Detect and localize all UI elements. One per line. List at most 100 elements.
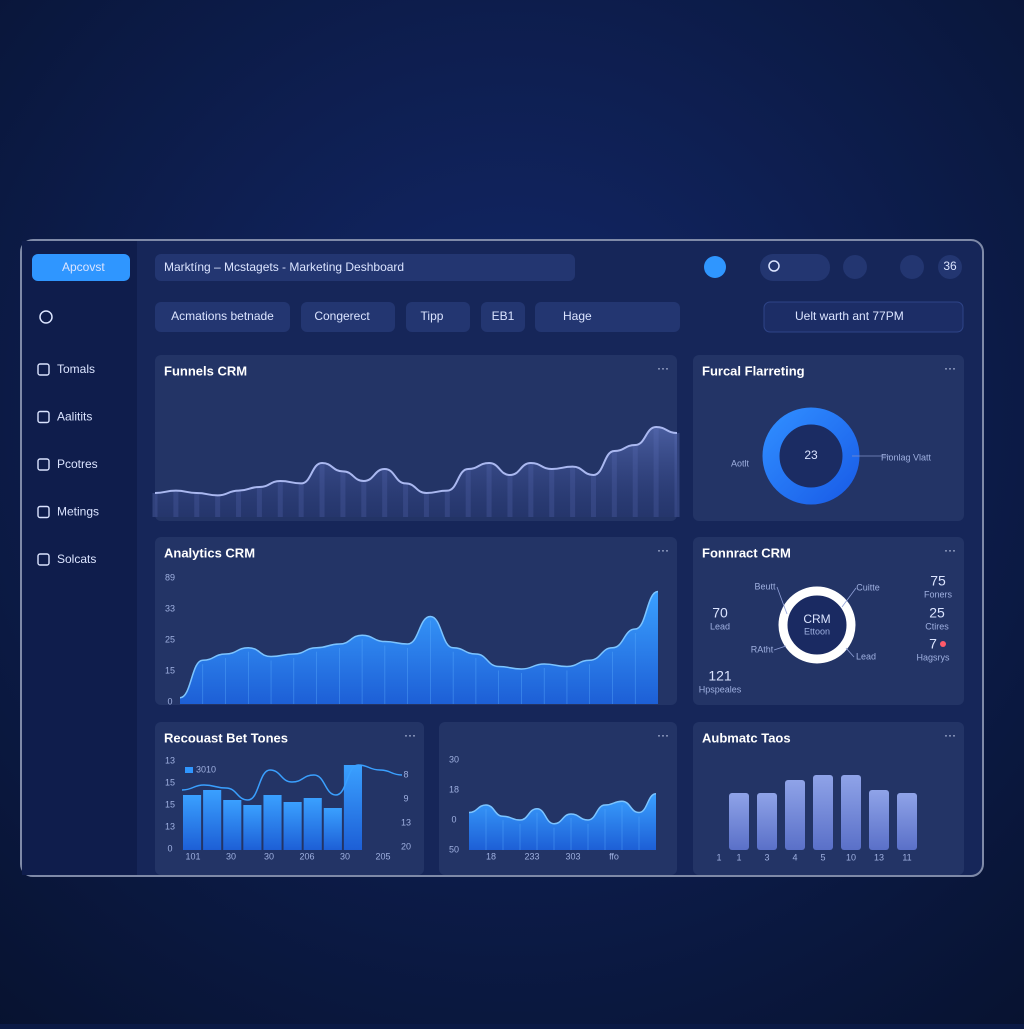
panel-title: Aubmatc Taos	[702, 730, 791, 745]
panel-title: Furcal Flarreting	[702, 363, 805, 378]
x-tick-label: 30	[226, 851, 236, 861]
nav-item[interactable]: Metings	[57, 505, 99, 519]
filter[interactable]	[406, 302, 470, 332]
nav-icon[interactable]	[37, 363, 50, 376]
y-tick-label: 0	[167, 696, 172, 706]
y2-tick-label: 13	[401, 817, 411, 827]
x-tick-label: 13	[874, 852, 884, 862]
filter[interactable]	[155, 302, 290, 332]
social-button[interactable]	[843, 255, 867, 279]
header-title: Marktíng – Mcstagets - Marketing Deshboa…	[164, 260, 404, 274]
badge: 36	[943, 259, 957, 273]
x-tick-label: 30	[264, 851, 274, 861]
callout-label: Cuitte	[856, 582, 880, 592]
filter-label: Hage	[563, 309, 592, 323]
y2-tick-label: 9	[403, 793, 408, 803]
legend-swatch	[185, 767, 193, 773]
date-filter[interactable]	[763, 301, 964, 333]
panel-menu[interactable]: ···	[404, 728, 416, 742]
bar	[869, 790, 889, 850]
search[interactable]	[760, 254, 830, 281]
nav-item[interactable]: Pcotres	[57, 457, 98, 471]
panel-title: Recouast Bet Tones	[164, 730, 288, 745]
nav-item[interactable]: Tomals	[57, 362, 95, 376]
filter[interactable]	[535, 302, 680, 332]
stat-label: Ctires	[925, 621, 949, 631]
x-tick-label: 10	[846, 852, 856, 862]
x-tick-label: 233	[524, 851, 539, 861]
panel-menu[interactable]: ···	[944, 543, 956, 557]
x-tick-label: 11	[902, 852, 911, 862]
panel-menu[interactable]: ···	[657, 361, 669, 375]
stat-value: 75	[930, 573, 946, 589]
y-tick-label: 13	[165, 755, 175, 765]
search-icon	[768, 260, 780, 272]
date-filter-label: Uelt warth ant 77PM	[795, 309, 904, 323]
y-tick-label: 50	[449, 844, 459, 854]
pause-button[interactable]	[900, 255, 924, 279]
ring-sub: Ettoon	[804, 626, 830, 636]
bar	[263, 795, 282, 850]
panel-menu[interactable]: ···	[944, 361, 956, 375]
callout-label: RAtht	[751, 644, 774, 654]
filter-label: Congerect	[314, 309, 370, 323]
x-tick-label: 1	[736, 852, 741, 862]
stat-label: Foners	[924, 589, 953, 599]
filter[interactable]	[301, 302, 395, 332]
stat-label: Hagsrys	[916, 652, 950, 662]
y2-tick-label: 20	[401, 841, 411, 851]
bar	[183, 795, 202, 850]
y-tick-label: 13	[165, 821, 175, 831]
area-fill	[155, 427, 677, 517]
callout	[776, 586, 788, 615]
bar	[283, 802, 302, 850]
panel-menu[interactable]: ···	[657, 543, 669, 557]
nav-item[interactable]: Aalitits	[57, 410, 92, 424]
legend-label: 3010	[196, 764, 216, 774]
area-edge	[468, 793, 657, 825]
stat-label: Lead	[710, 621, 730, 631]
nav-item[interactable]: Solcats	[57, 552, 96, 566]
area	[469, 793, 656, 850]
alert-dot	[940, 641, 946, 647]
donut-center: 23	[804, 448, 818, 462]
callout	[773, 645, 787, 651]
bar	[343, 765, 362, 850]
bar	[785, 780, 805, 850]
x-tick-label: 18	[486, 851, 496, 861]
brand-button[interactable]	[32, 254, 130, 281]
x-tick-label: 1	[716, 852, 721, 862]
panel-menu[interactable]: ···	[657, 728, 669, 742]
stat-value: 121	[708, 668, 732, 684]
y-tick-label: 30	[449, 754, 459, 764]
nav-icon[interactable]	[37, 505, 50, 519]
bar	[323, 808, 342, 850]
panel-title: Fonnract CRM	[702, 545, 791, 560]
y2-tick-label: 8	[403, 769, 408, 779]
y-tick-label: 15	[165, 665, 175, 675]
bar	[203, 790, 222, 850]
x-tick-label: 303	[565, 851, 580, 861]
stat-value: 7	[929, 636, 937, 652]
panel-title: Funnels CRM	[164, 363, 247, 378]
bar	[841, 775, 861, 850]
nav-icon[interactable]	[37, 410, 50, 424]
x-tick-label: 30	[340, 851, 350, 861]
filter[interactable]	[481, 302, 525, 332]
y-tick-label: 18	[449, 784, 459, 794]
x-tick-label: 206	[299, 851, 314, 861]
bar	[243, 805, 262, 850]
bar	[223, 800, 242, 850]
y-tick-label: 33	[165, 603, 175, 613]
nav-icon[interactable]	[37, 458, 50, 471]
panel-menu[interactable]: ···	[944, 728, 956, 742]
y-tick-label: 25	[165, 634, 175, 644]
nav-icon[interactable]	[37, 553, 50, 566]
icon-button[interactable]	[704, 256, 726, 278]
nav-icon[interactable]	[39, 310, 53, 324]
bar	[757, 793, 777, 850]
badge-button[interactable]	[938, 255, 962, 279]
bar	[813, 775, 833, 850]
donut-label: Fionlag Vlatt	[881, 452, 932, 462]
